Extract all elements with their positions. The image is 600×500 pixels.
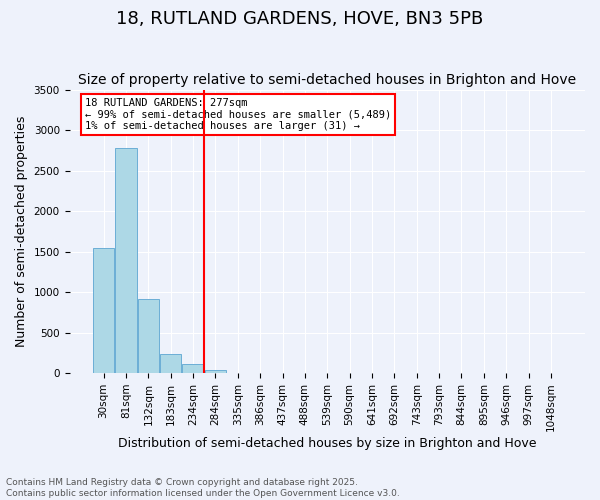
Bar [205,370,226,373]
Text: 18, RUTLAND GARDENS, HOVE, BN3 5PB: 18, RUTLAND GARDENS, HOVE, BN3 5PB [116,10,484,28]
Bar [182,364,203,373]
Title: Size of property relative to semi-detached houses in Brighton and Hove: Size of property relative to semi-detach… [78,73,577,87]
Bar [93,248,114,373]
Bar [160,354,181,373]
Bar [137,298,159,373]
X-axis label: Distribution of semi-detached houses by size in Brighton and Hove: Distribution of semi-detached houses by … [118,437,536,450]
Y-axis label: Number of semi-detached properties: Number of semi-detached properties [15,116,28,347]
Text: 18 RUTLAND GARDENS: 277sqm
← 99% of semi-detached houses are smaller (5,489)
1% : 18 RUTLAND GARDENS: 277sqm ← 99% of semi… [85,98,391,132]
Bar [115,148,137,373]
Text: Contains HM Land Registry data © Crown copyright and database right 2025.
Contai: Contains HM Land Registry data © Crown c… [6,478,400,498]
